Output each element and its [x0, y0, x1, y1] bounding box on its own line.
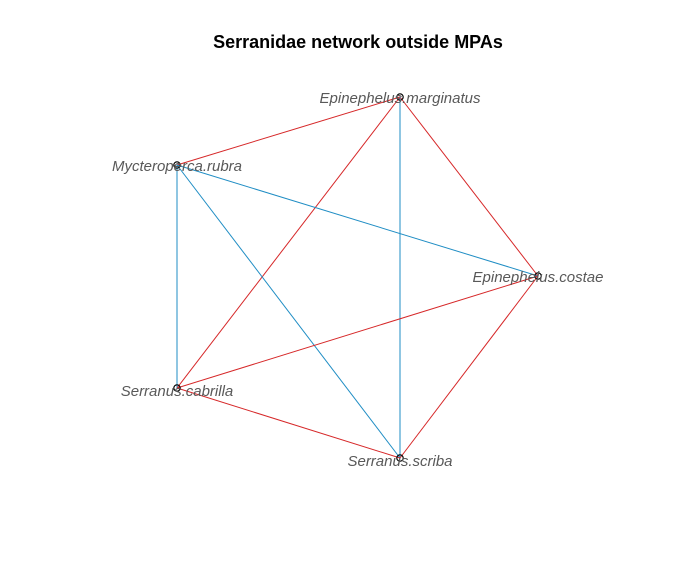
node-marker-serranus-cabrilla — [173, 384, 181, 392]
edge-epinephelus-costae-serranus-cabrilla — [176, 275, 539, 389]
edge-epinephelus-marginatus-mycteroperca-rubra — [176, 96, 401, 166]
plot-title: Serranidae network outside MPAs — [213, 32, 503, 52]
labels-layer: Epinephelus.marginatus Mycteroperca.rubra… — [112, 90, 604, 470]
node-marker-serranus-scriba — [396, 454, 404, 462]
node-marker-epinephelus-marginatus — [396, 93, 404, 101]
node-label-serranus-cabrilla: Serranus.cabrilla — [121, 383, 234, 400]
edges-layer — [176, 96, 539, 459]
edge-mycteroperca-rubra-epinephelus-costae — [176, 164, 539, 277]
edge-epinephelus-marginatus-epinephelus-costae — [399, 96, 539, 277]
edge-serranus-cabrilla-serranus-scriba — [176, 387, 401, 459]
node-marker-epinephelus-costae — [534, 272, 542, 280]
node-label-mycteroperca-rubra: Mycteroperca.rubra — [112, 158, 242, 175]
edge-epinephelus-costae-serranus-scriba — [399, 275, 539, 459]
node-label-serranus-scriba: Serranus.scriba — [347, 453, 452, 470]
node-marker-mycteroperca-rubra — [173, 161, 181, 169]
edge-epinephelus-marginatus-serranus-cabrilla — [176, 96, 401, 389]
nodes-layer — [173, 93, 542, 462]
node-label-epinephelus-marginatus: Epinephelus.marginatus — [320, 90, 481, 107]
node-label-epinephelus-costae: Epinephelus.costae — [473, 269, 604, 286]
edge-mycteroperca-rubra-serranus-scriba — [176, 164, 401, 459]
